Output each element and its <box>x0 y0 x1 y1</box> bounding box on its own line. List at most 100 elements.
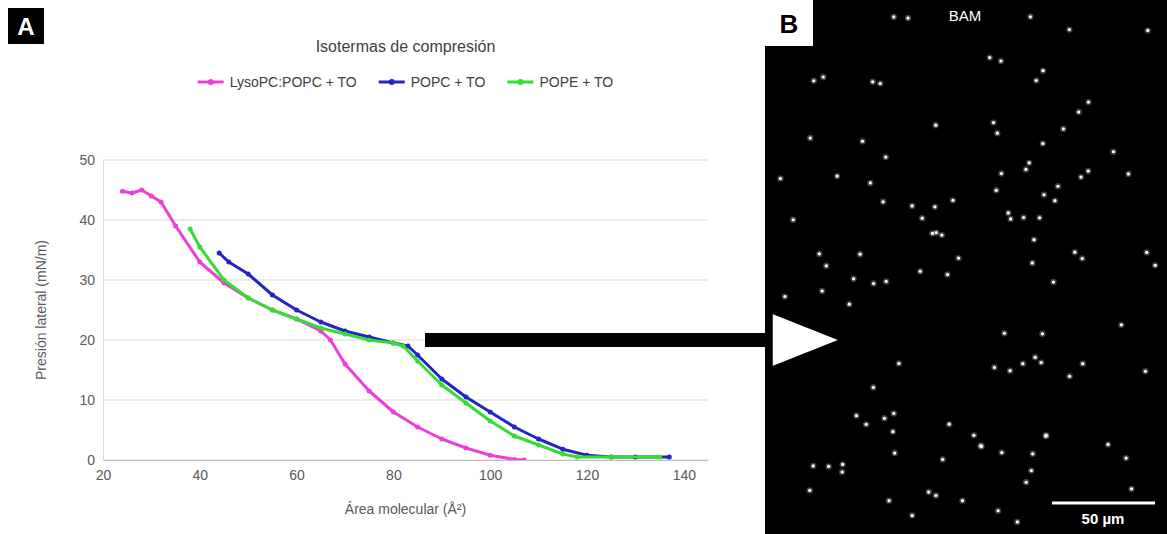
tick: 50 <box>79 152 103 168</box>
image-background <box>765 0 1167 534</box>
bam-spot-halo <box>790 217 796 223</box>
grid-line <box>103 220 708 221</box>
legend-marker <box>389 79 395 85</box>
bam-spot <box>999 59 1002 62</box>
series-marker <box>415 425 420 430</box>
bam-spot <box>1081 362 1084 365</box>
bam-spot-halo <box>1005 210 1011 216</box>
bam-spot <box>818 252 821 255</box>
legend-item: POPE + TO <box>507 74 613 90</box>
panel-label: A <box>8 8 44 44</box>
bam-spot-halo <box>880 199 886 205</box>
bam-spot-halo <box>1032 354 1038 360</box>
bam-spot <box>841 470 844 473</box>
bam-spot <box>933 205 936 208</box>
scale-bar-label: 50 µm <box>1082 510 1125 527</box>
series-marker <box>246 272 251 277</box>
bam-spot-halo <box>990 119 996 125</box>
series-marker <box>536 443 541 448</box>
series-marker <box>512 425 517 430</box>
bam-spot-halo <box>909 203 915 209</box>
bam-spot <box>946 273 949 276</box>
axis-line <box>103 161 104 461</box>
bam-spot <box>872 282 875 285</box>
tick: 60 <box>289 460 305 483</box>
bam-spot <box>858 253 861 256</box>
bam-spot-halo <box>909 512 915 518</box>
series-marker <box>270 293 275 298</box>
bam-spot <box>1068 28 1071 31</box>
bam-spot-halo <box>944 271 950 277</box>
series-marker <box>439 437 444 442</box>
bam-spot <box>948 423 951 426</box>
tick: 10 <box>79 392 103 408</box>
bam-spot-halo <box>1123 455 1129 461</box>
bam-spot <box>841 463 844 466</box>
x-axis: 20406080100120140 <box>96 460 709 483</box>
series-marker <box>294 317 299 322</box>
series-marker <box>560 447 565 452</box>
bam-spot <box>1053 199 1056 202</box>
series-marker <box>139 188 144 193</box>
bam-spot-halo <box>1118 322 1124 328</box>
bam-spot-halo <box>1142 368 1148 374</box>
bam-spot <box>988 56 991 59</box>
tick: 40 <box>193 460 209 483</box>
bam-spots <box>777 14 1158 525</box>
legend-item: LysoPC:POPC + TO <box>198 74 357 90</box>
bam-spot <box>827 465 830 468</box>
bam-spot <box>891 430 894 433</box>
bam-spot-halo <box>883 154 889 160</box>
bam-spot-halo <box>1085 168 1091 174</box>
scale-bar <box>1052 502 1155 505</box>
bam-spot-halo <box>1075 109 1081 115</box>
bam-spot <box>1130 487 1133 490</box>
bam-spot <box>855 414 858 417</box>
bam-spot-halo <box>819 288 825 294</box>
bam-spot <box>1031 261 1034 264</box>
bam-spot-halo <box>1152 262 1158 268</box>
series-marker <box>415 359 420 364</box>
bam-spot-halo <box>939 232 945 238</box>
series-marker <box>560 452 565 457</box>
bam-spot <box>992 121 995 124</box>
bam-spot-halo <box>807 135 813 141</box>
bam-spot <box>852 277 855 280</box>
bam-spot-halo <box>834 173 840 179</box>
bam-spot <box>1024 168 1027 171</box>
bam-spot-halo <box>917 268 923 274</box>
bam-spot-halo <box>892 450 898 456</box>
series-marker <box>609 455 614 460</box>
bam-spot-halo <box>881 415 887 421</box>
figure: AIsotermas de compresión2040608010012014… <box>0 0 1167 534</box>
panel-label-text: B <box>780 9 799 39</box>
bam-spot-halo <box>919 215 925 221</box>
bam-spot <box>995 189 998 192</box>
bam-spot <box>1000 172 1003 175</box>
bam-spot-halo <box>891 14 897 20</box>
bam-spot <box>892 15 895 18</box>
bam-spot-halo <box>1026 160 1032 166</box>
bam-spot <box>1112 150 1115 153</box>
series-marker <box>464 401 469 406</box>
tick-label: 80 <box>386 467 402 483</box>
bam-spot-halo <box>867 180 873 186</box>
chart-title: Isotermas de compresión <box>316 38 496 55</box>
bam-spot <box>934 124 937 127</box>
bam-spot <box>1068 375 1071 378</box>
series-marker <box>667 455 672 460</box>
x-axis-title: Área molecular (Å²) <box>345 501 466 517</box>
bam-spot <box>884 155 887 158</box>
grid-line <box>103 400 708 401</box>
tick: 30 <box>79 272 103 288</box>
bam-spot <box>997 509 1000 512</box>
bam-spot <box>1045 434 1048 437</box>
bam-spot <box>1081 257 1084 260</box>
bam-spot <box>1077 110 1080 113</box>
bam-spot <box>1000 451 1003 454</box>
bam-spot <box>1035 79 1038 82</box>
bam-spot <box>931 232 934 235</box>
series-marker <box>522 458 527 461</box>
bam-spot <box>1087 100 1090 103</box>
series-marker <box>226 260 231 265</box>
